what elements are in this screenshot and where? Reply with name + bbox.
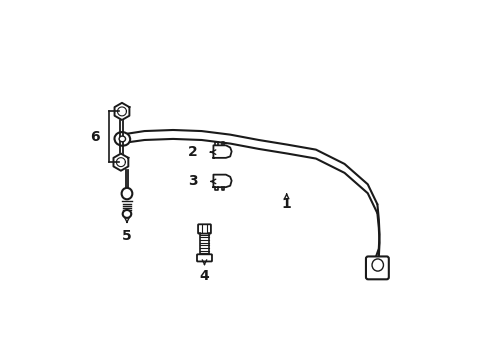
- Ellipse shape: [119, 136, 125, 142]
- Text: 4: 4: [199, 269, 209, 283]
- Polygon shape: [114, 103, 129, 120]
- Text: 3: 3: [188, 175, 198, 188]
- FancyBboxPatch shape: [197, 254, 212, 261]
- Ellipse shape: [371, 259, 383, 271]
- Polygon shape: [113, 154, 128, 171]
- Polygon shape: [213, 175, 231, 187]
- Ellipse shape: [122, 210, 131, 218]
- Text: 5: 5: [122, 229, 132, 243]
- FancyBboxPatch shape: [365, 256, 388, 279]
- Polygon shape: [213, 145, 231, 158]
- Text: 1: 1: [281, 197, 291, 211]
- Ellipse shape: [114, 132, 130, 146]
- Text: 6: 6: [90, 130, 100, 144]
- Ellipse shape: [122, 188, 132, 199]
- FancyBboxPatch shape: [198, 224, 210, 234]
- Text: 2: 2: [188, 145, 198, 159]
